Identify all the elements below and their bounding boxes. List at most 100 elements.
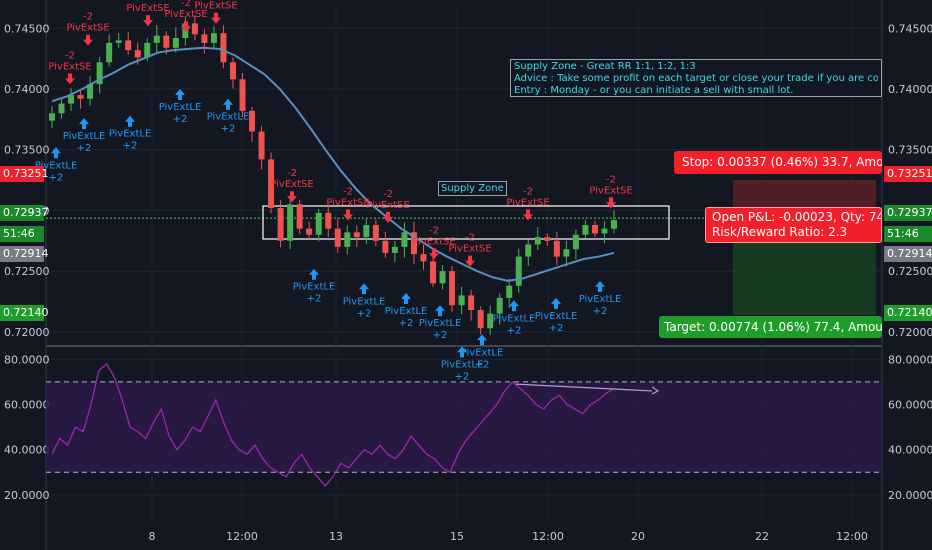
candle-body [611,220,617,229]
sell-minus-label: -2 [465,233,475,244]
candle-body [506,285,513,298]
sell-arrow [287,191,297,203]
candle-body [582,225,589,235]
price-tick-right: 0.74500 [888,22,932,35]
info-line-2: Advice : Take some profit on each target… [514,73,878,84]
candle-body [525,244,532,257]
pnl-line-2: Risk/Reward Ratio: 2.3 [712,225,848,239]
buy-signal-label: PivExtLE [461,347,504,358]
stop-box[interactable]: Stop: 0.00337 (0.46%) 33.7, Amount: 270 [674,151,882,174]
buy-arrow [125,115,135,127]
buy-signal-label: PivExtLE [579,294,622,305]
left-stop-price: 0.73251 [0,166,49,182]
supply-zone-rect [262,205,670,240]
rsi-line [51,362,615,487]
buy-plus-label: +2 [593,306,608,317]
moving-average-line [51,46,615,282]
candle-body [287,204,294,241]
buy-plus-label: +2 [77,143,92,154]
buy-signal-label: PivExtLE [159,102,202,113]
sell-signal-label: PivExtSE [164,9,207,20]
candle-body [239,79,246,111]
sell-minus-label: -2 [83,12,93,23]
candle-body [601,228,608,234]
buy-arrow [223,98,233,110]
right-entry-price: 0.72914 [884,246,932,262]
buy-plus-label: +2 [221,124,236,135]
candle-body [410,232,417,255]
x-tick-label: 12:00 [226,530,258,543]
candle-body [172,38,179,48]
candle-body [268,159,275,208]
candle-body [77,95,84,99]
buy-plus-label: +2 [49,172,64,183]
sell-minus-label: -2 [523,186,533,197]
info-line-3: Entry : Monday - or you can initiate a s… [514,85,794,96]
sell-signal-label: PivExtSE [589,185,632,196]
candle-body [49,113,55,121]
candle-body [258,131,265,160]
buy-signal-label: PivExtLE [207,112,250,123]
sell-arrow [606,197,616,209]
candle-body [391,246,398,253]
pnl-line-1: Open P&L: -0.00023, Qty: 74 [712,210,882,224]
buy-arrow [595,280,605,292]
buy-signal-label: PivExtLE [385,306,428,317]
sell-arrow [65,73,75,85]
buy-plus-label: +2 [475,359,490,370]
candle-body [534,237,541,245]
sell-arrow [211,12,221,24]
buy-arrow [309,268,319,280]
candle-body [449,271,456,306]
rsi-tick-right: 60.0000 [888,398,932,411]
pnl-box[interactable]: Open P&L: -0.00023, Qty: 74 Risk/Reward … [705,207,882,243]
right-countdown: 51:46 [884,226,932,242]
right-target-price: 0.72140 [884,305,932,321]
buy-plus-label: +2 [433,330,448,341]
buy-plus-label: +2 [123,141,138,152]
rsi-divergence-arrowhead [651,386,660,395]
left-current-price: 0.72937 [0,205,49,221]
sell-minus-label: -2 [343,186,353,197]
candle-body [420,254,427,262]
x-tick-label: 12:00 [836,530,868,543]
buy-signal-label: PivExtLE [441,359,484,370]
candle-body [191,23,198,35]
buy-signal-label: PivExtLE [535,311,578,322]
x-tick-label: 22 [755,530,769,543]
rsi-tick-left: 40.0000 [4,444,50,457]
price-tick-right: 0.73500 [888,144,932,157]
price-tick-right: 0.72500 [888,265,932,278]
buy-signal-label: PivExtLE [109,129,152,140]
rsi-divergence-line [515,383,653,392]
sell-signal-label: PivExtSE [506,197,549,208]
buy-arrow [175,89,185,100]
candle-body [477,310,484,329]
buy-signal-label: PivExtLE [35,160,78,171]
x-tick-label: 15 [450,530,464,543]
candle-body [572,234,579,250]
candle-body [344,232,351,247]
sell-signal-label: PivExtSE [326,197,369,208]
buy-arrow [79,118,89,130]
candle-body [563,249,570,257]
candle-body [458,295,465,306]
sell-minus-label: -2 [383,189,393,200]
buy-signal-label: PivExtLE [293,282,336,293]
candle-body [134,50,141,58]
buy-plus-label: +2 [399,318,414,329]
candle-body [96,62,103,85]
info-line-1: Supply Zone - Great RR 1:1, 1:2, 1:3 [514,61,696,72]
x-tick-label: 20 [631,530,645,543]
rsi-band-fill [46,381,882,473]
x-tick-label: 13 [329,530,343,543]
candle-body [430,261,437,284]
left-target-price: 0.72140 [0,305,49,321]
buy-arrow [551,297,561,309]
target-box[interactable]: Target: 0.00774 (1.06%) 77.4, Amount: 62… [659,316,882,338]
buy-signal-label: PivExtLE [493,313,536,324]
candle-body [372,225,379,241]
candle-body [277,208,284,241]
sell-arrow [83,34,93,46]
